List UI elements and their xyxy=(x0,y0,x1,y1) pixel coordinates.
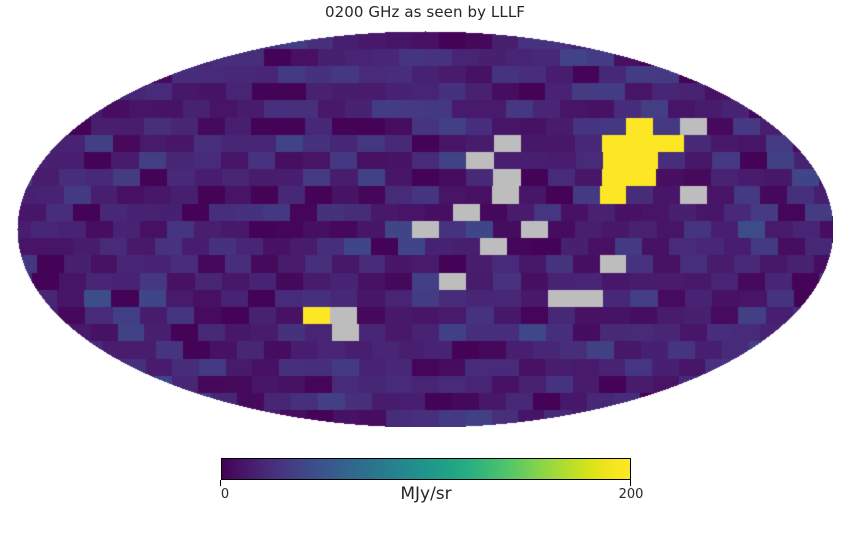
colorbar-tick-max xyxy=(630,480,631,486)
colorbar-max-label: 200 xyxy=(618,487,644,502)
colorbar-tick-min xyxy=(220,480,221,486)
colorbar-gradient xyxy=(221,458,631,480)
colorbar-unit-label: MJy/sr xyxy=(400,484,452,504)
colorbar: 0 200 MJy/sr xyxy=(220,458,643,508)
sky-map xyxy=(17,31,833,427)
sky-map-canvas xyxy=(17,31,833,427)
page-title: 0200 GHz as seen by LLLF xyxy=(324,3,526,21)
colorbar-min-label: 0 xyxy=(220,487,230,502)
